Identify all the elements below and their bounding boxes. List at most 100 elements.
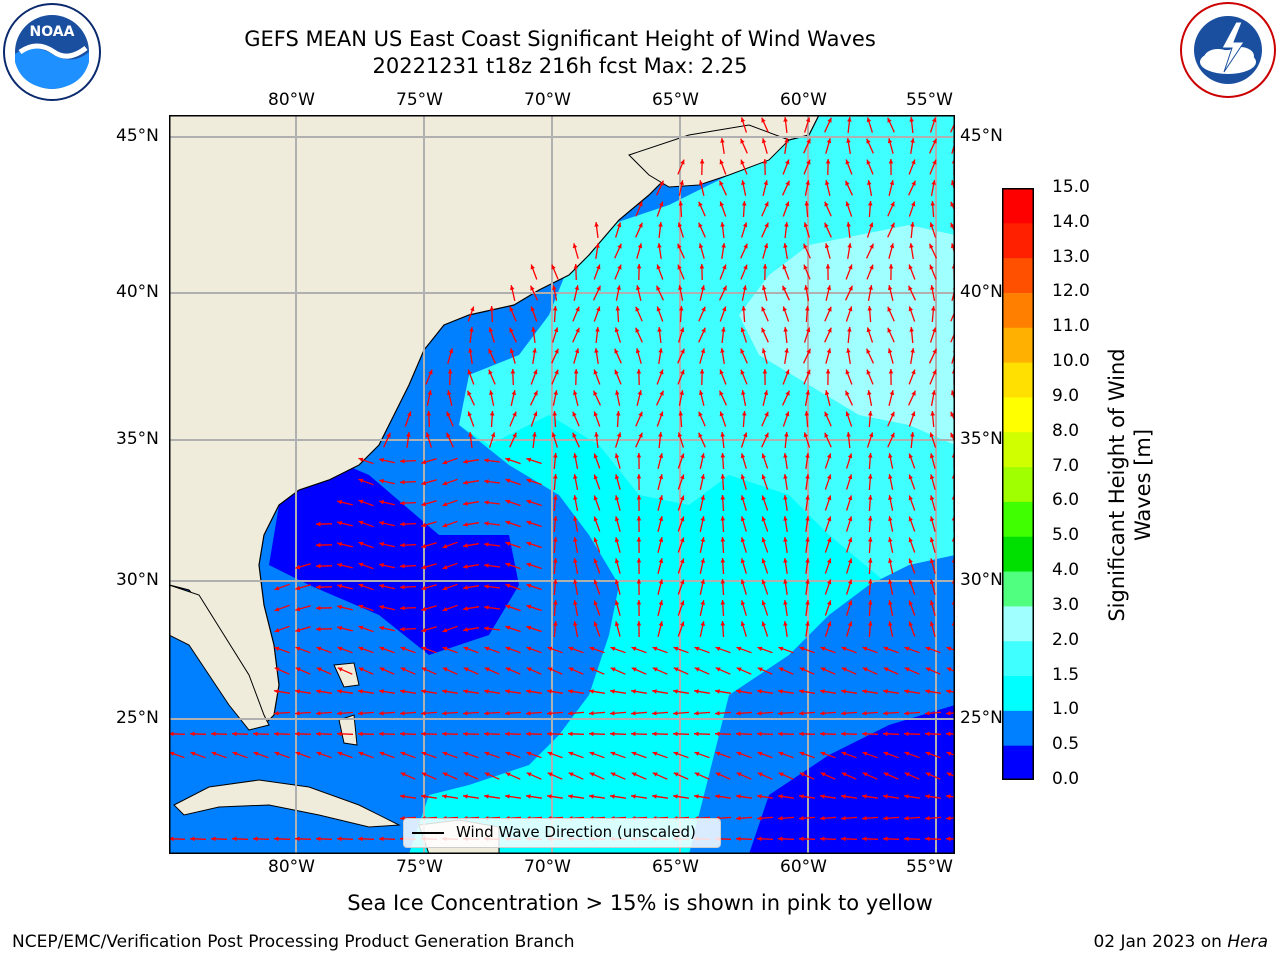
colorbar-tick-label: 6.0: [1052, 490, 1080, 511]
wave-direction-arrowhead: [929, 516, 935, 522]
colorbar: [1002, 188, 1034, 781]
wave-direction-arrowhead: [232, 751, 238, 756]
wave-direction-arrowhead: [593, 474, 598, 480]
wave-direction-arrowhead: [805, 621, 810, 626]
wave-direction-arrowhead: [763, 243, 769, 249]
wave-direction-arrowhead: [736, 667, 742, 672]
wave-direction-arrowhead: [358, 520, 364, 525]
wave-direction-arrowhead: [657, 243, 662, 248]
wave-direction-arrowhead: [677, 264, 682, 270]
wave-direction-arrowhead: [848, 264, 853, 270]
wave-direction-arrowhead: [883, 689, 888, 694]
wave-direction-arrowhead: [803, 432, 809, 438]
wave-direction-arrowhead: [867, 306, 872, 311]
wave-direction-arrowhead: [505, 499, 511, 504]
wave-direction-arrowhead: [379, 711, 384, 716]
wave-direction-arrowhead: [526, 625, 532, 631]
wave-direction-arrowhead: [806, 369, 811, 375]
wave-direction-arrowhead: [930, 411, 935, 416]
colorbar-swatch: [1002, 675, 1034, 711]
wave-direction-arrowhead: [657, 327, 662, 332]
wave-direction-arrowhead: [572, 432, 577, 438]
wave-direction-arrowhead: [911, 201, 916, 207]
wave-direction-arrowhead: [824, 243, 830, 249]
wave-direction-arrowhead: [526, 478, 532, 484]
wave-direction-arrowhead: [950, 222, 955, 228]
wave-direction-arrowhead: [610, 772, 616, 777]
wave-direction-arrowhead: [400, 794, 405, 799]
wave-direction-arrowhead: [866, 117, 872, 123]
wave-direction-arrowhead: [742, 222, 748, 228]
wave-direction-arrowhead: [845, 390, 850, 396]
wave-direction-arrowhead: [526, 667, 532, 672]
wave-direction-arrowhead: [740, 516, 746, 522]
lon-label-bottom-65w: 65°W: [652, 857, 699, 877]
wave-direction-arrowhead: [610, 689, 615, 694]
wave-direction-arrowhead: [631, 731, 636, 737]
wind-wave-direction-arrows: [169, 116, 955, 842]
footer-host: Hera: [1227, 932, 1268, 952]
legend-line-swatch: [412, 832, 444, 834]
wave-direction-arrowhead: [736, 711, 741, 716]
wave-direction-arrowhead: [400, 646, 406, 651]
wave-direction-arrowhead: [715, 731, 720, 737]
wave-direction-arrowhead: [827, 306, 832, 312]
wave-direction-arrowhead: [673, 731, 678, 737]
wave-direction-arrowhead: [698, 201, 703, 207]
wave-direction-arrowhead: [946, 667, 952, 672]
wave-direction-arrowhead: [463, 480, 468, 485]
wave-direction-arrowhead: [379, 479, 385, 484]
wave-direction-arrowhead: [700, 537, 705, 542]
wave-direction-arrowhead: [929, 579, 935, 585]
wave-direction-arrowhead: [512, 432, 517, 438]
wave-direction-arrowhead: [890, 201, 895, 207]
wave-direction-arrowhead: [950, 411, 955, 417]
wave-direction-arrowhead: [532, 348, 537, 353]
wave-direction-arrowhead: [636, 453, 642, 458]
wave-direction-arrowhead: [783, 495, 788, 500]
wave-direction-arrowhead: [946, 836, 951, 842]
colorbar-tick-label: 5.0: [1052, 525, 1080, 546]
wave-direction-arrowhead: [526, 562, 532, 568]
wave-direction-arrowhead: [658, 600, 664, 606]
wave-direction-arrowhead: [883, 667, 889, 672]
wave-direction-arrowhead: [761, 600, 766, 606]
wave-direction-arrowhead: [659, 201, 664, 207]
wave-direction-arrowhead: [699, 180, 704, 186]
wave-direction-arrowhead: [572, 243, 578, 249]
wave-direction-arrowhead: [575, 327, 580, 333]
wave-direction-arrowhead: [827, 117, 832, 123]
wave-direction-arrowhead: [799, 646, 805, 651]
wave-direction-arrowhead: [868, 516, 873, 521]
wave-direction-arrowhead: [636, 369, 642, 374]
land-bahamas-2: [338, 714, 358, 746]
wave-direction-arrowhead: [400, 542, 405, 548]
wave-direction-arrowhead: [784, 432, 789, 437]
wave-direction-arrowhead: [820, 836, 825, 842]
land-nova-scotia: [628, 124, 790, 188]
wave-direction-arrowhead: [805, 306, 810, 311]
wave-direction-arrowhead: [694, 667, 700, 672]
wave-direction-arrowhead: [673, 689, 678, 694]
wave-direction-arrowhead: [468, 432, 473, 437]
wave-direction-arrowhead: [316, 711, 321, 716]
wave-direction-arrowhead: [783, 327, 788, 332]
wave-direction-arrowhead: [526, 499, 532, 505]
colorbar-swatch: [1002, 362, 1034, 398]
wave-direction-arrowhead: [677, 432, 683, 438]
wave-direction-arrowhead: [442, 731, 447, 737]
wave-direction-arrowhead: [316, 521, 321, 527]
wave-direction-arrowhead: [827, 516, 832, 522]
wave-direction-arrowhead: [736, 731, 741, 737]
wave-direction-arrowhead: [636, 516, 642, 521]
wave-direction-arrowhead: [764, 432, 769, 438]
wave-direction-arrowhead: [799, 836, 804, 842]
colorbar-swatch: [1002, 710, 1034, 746]
wave-direction-arrowhead: [841, 836, 846, 842]
wave-direction-arrowhead: [929, 474, 935, 480]
wave-direction-arrowhead: [741, 390, 746, 395]
wave-direction-arrowhead: [400, 626, 405, 632]
lat-label-left-30n: 30°N: [116, 570, 159, 590]
wave-direction-arrowhead: [400, 500, 405, 506]
wave-direction-arrowhead: [407, 411, 412, 417]
